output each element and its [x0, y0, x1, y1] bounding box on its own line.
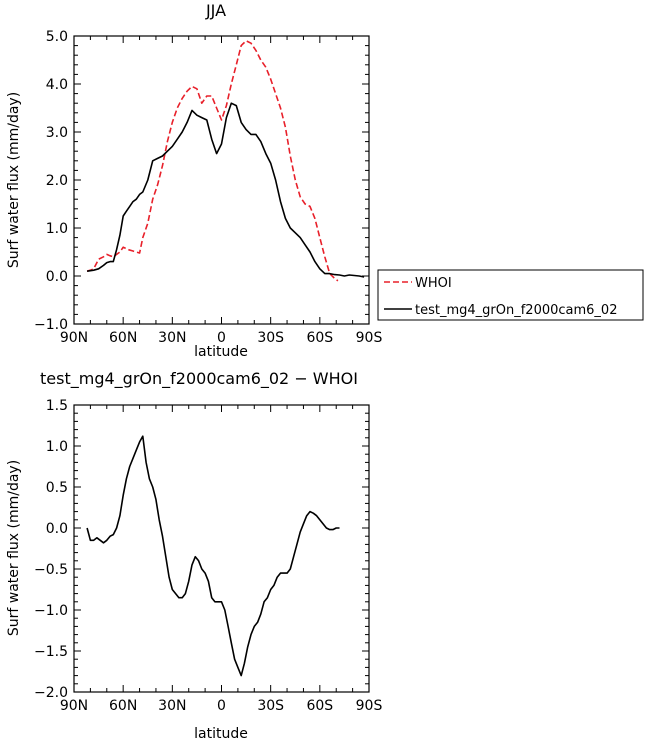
legend-label-test-model: test_mg4_grOn_f2000cam6_02 — [415, 303, 617, 318]
top-plot-frame — [73, 35, 370, 325]
y-tick-label: 1.5 — [46, 398, 68, 414]
x-tick-label: 60N — [109, 698, 137, 714]
x-tick-label: 60S — [306, 330, 333, 346]
y-tick-label: 1.0 — [46, 439, 68, 455]
y-tick-label: 2.0 — [46, 173, 68, 189]
y-tick-label: 0.5 — [46, 480, 68, 496]
x-tick-label: 90N — [60, 330, 88, 346]
y-tick-label: −1.0 — [34, 317, 68, 333]
legend-box — [377, 269, 644, 321]
y-tick-label: 0.0 — [46, 269, 68, 285]
y-tick-label: 5.0 — [46, 29, 68, 45]
y-tick-label: −1.5 — [34, 644, 68, 660]
x-tick-label: 0 — [217, 698, 226, 714]
y-tick-label: 1.0 — [46, 221, 68, 237]
x-tick-label: 90S — [356, 698, 383, 714]
series-line-whoi — [86, 39, 339, 282]
x-tick-label: 30N — [158, 698, 186, 714]
series-line-test-mg4-gron-f2000cam6-02 — [86, 102, 365, 278]
x-tick-label: 90N — [60, 698, 88, 714]
x-tick-label: 0 — [217, 330, 226, 346]
x-tick-label: 90S — [356, 330, 383, 346]
top-panel: JJA 90N 60N 30N 0 30S 60S 90S −1.0 0.0 1.0 2.0 3.0 4… — [6, 1, 382, 360]
y-tick-label: −0.5 — [34, 562, 68, 578]
x-tick-label: 60N — [109, 330, 137, 346]
bottom-x-axis-label: latitude — [194, 726, 248, 742]
x-tick-label: 30S — [257, 330, 284, 346]
series-line-difference — [86, 435, 340, 677]
legend-label-whoi: WHOI — [415, 276, 452, 291]
top-chart-title: JJA — [205, 1, 226, 20]
top-x-axis-label: latitude — [194, 344, 248, 360]
y-tick-label: 4.0 — [46, 77, 68, 93]
bottom-y-axis-label: Surf water flux (mm/day) — [6, 460, 22, 636]
y-tick-label: −1.0 — [34, 603, 68, 619]
bottom-chart-title: test_mg4_grOn_f2000cam6_02 − WHOI — [40, 369, 358, 389]
x-tick-label: 30N — [158, 330, 186, 346]
x-tick-label: 60S — [306, 698, 333, 714]
bottom-panel: test_mg4_grOn_f2000cam6_02 − WHOI 90N 60N… — [6, 369, 382, 742]
y-tick-label: 3.0 — [46, 125, 68, 141]
bottom-plot-frame — [73, 404, 370, 693]
y-tick-label: 0.0 — [46, 521, 68, 537]
legend: WHOI test_mg4_grOn_f2000cam6_02 — [377, 269, 644, 321]
x-tick-label: 30S — [257, 698, 284, 714]
y-tick-label: −2.0 — [34, 685, 68, 701]
top-y-axis-label: Surf water flux (mm/day) — [6, 92, 22, 268]
